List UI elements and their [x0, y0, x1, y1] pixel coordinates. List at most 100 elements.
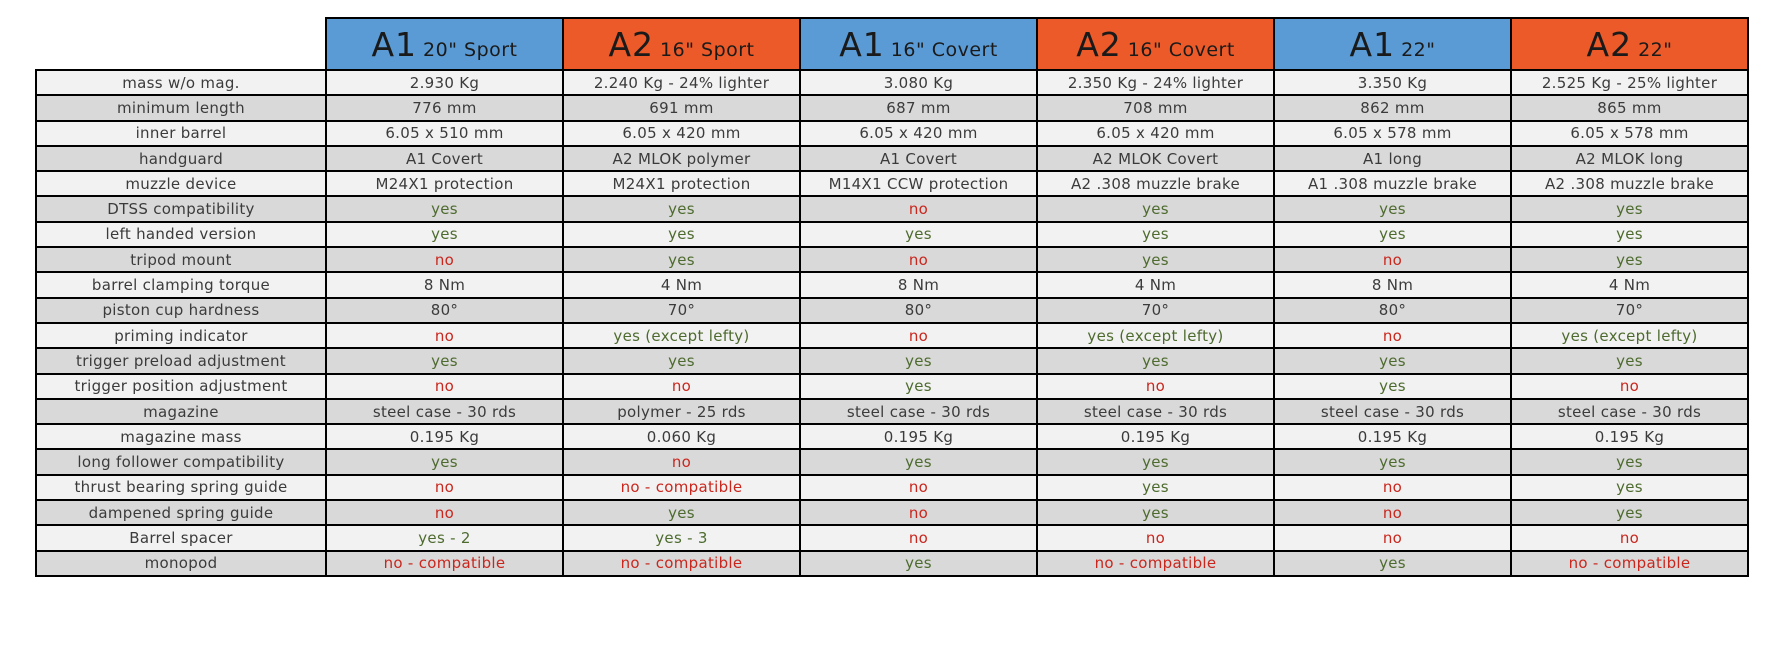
table-cell: 708 mm [1036, 94, 1275, 122]
table-row: mass w/o mag. 2.930 Kg 2.240 Kg - 24% ligh… [35, 68, 1749, 97]
table-cell: no [799, 195, 1038, 223]
row-label: thrust bearing spring guide [35, 473, 327, 502]
table-row: magazine mass 0.195 Kg 0.060 Kg 0.195 Kg 0.1… [35, 423, 1749, 451]
table-cell: yes (except lefty) [1510, 321, 1749, 350]
row-label: Barrel spacer [35, 524, 327, 552]
table-cell: no [799, 524, 1038, 552]
table-cell: yes [1036, 448, 1275, 476]
table-cell: no [1510, 372, 1749, 400]
table-cell: steel case - 30 rds [1036, 397, 1275, 426]
table-cell: yes [562, 220, 801, 249]
table-row: magazine steel case - 30 rds polymer - 25 … [35, 397, 1749, 426]
table-cell: no [1273, 499, 1512, 527]
table-cell: 2.350 Kg - 24% lighter [1036, 68, 1275, 97]
model-name: A1 [839, 24, 885, 64]
table-cell: yes [1510, 195, 1749, 223]
row-label: inner barrel [35, 119, 327, 147]
column-header-a1-0: A1 20" Sport [325, 17, 564, 71]
table-cell: yes [1273, 549, 1512, 577]
table-row: Barrel spacer yes - 2 yes - 3 no no no no [35, 524, 1749, 552]
table-cell: no - compatible [1510, 549, 1749, 577]
table-row: muzzle device M24X1 protection M24X1 prote… [35, 170, 1749, 198]
table-cell: A1 Covert [325, 144, 564, 173]
table-cell: A2 .308 muzzle brake [1510, 170, 1749, 198]
table-cell: no [1273, 246, 1512, 274]
table-cell: yes [325, 220, 564, 249]
table-cell: no - compatible [1036, 549, 1275, 577]
table-cell: M14X1 CCW protection [799, 170, 1038, 198]
model-name: A2 [1586, 24, 1633, 64]
table-cell: yes [799, 347, 1038, 375]
spec-comparison-table: A1 20" Sport A2 16" Sport A1 16" Covert A2 16" … [35, 17, 1749, 577]
table-cell: 8 Nm [1273, 271, 1512, 299]
table-cell: yes [562, 347, 801, 375]
table-cell: yes [562, 499, 801, 527]
table-cell: 4 Nm [1510, 271, 1749, 299]
table-cell: yes [799, 448, 1038, 476]
model-name: A2 [1076, 24, 1122, 64]
corner-spacer [36, 18, 326, 70]
column-header-a2-1: A2 16" Sport [562, 17, 801, 71]
table-cell: polymer - 25 rds [562, 397, 801, 426]
table-cell: 0.195 Kg [1273, 423, 1512, 451]
table-row: thrust bearing spring guide no no - compat… [35, 473, 1749, 502]
table-cell: yes (except lefty) [562, 321, 801, 350]
variant-name: 20" Sport [423, 38, 518, 61]
table-cell: no [1036, 524, 1275, 552]
table-cell: 80° [325, 296, 564, 324]
table-cell: A2 MLOK polymer [562, 144, 801, 173]
table-cell: yes - 3 [562, 524, 801, 552]
table-cell: A2 MLOK long [1510, 144, 1749, 173]
table-cell: no [799, 246, 1038, 274]
table-cell: yes [325, 195, 564, 223]
table-cell: 70° [1510, 296, 1749, 324]
table-cell: yes [1036, 220, 1275, 249]
table-cell: yes [1510, 499, 1749, 527]
row-label: mass w/o mag. [35, 68, 327, 97]
table-cell: 0.060 Kg [562, 423, 801, 451]
table-cell: 691 mm [562, 94, 801, 122]
table-cell: no [1273, 321, 1512, 350]
table-cell: yes [1273, 448, 1512, 476]
table-cell: no [325, 321, 564, 350]
table-cell: no - compatible [325, 549, 564, 577]
variant-name: 22" [1401, 38, 1436, 61]
row-label: handguard [35, 144, 327, 173]
table-cell: 6.05 x 420 mm [1036, 119, 1275, 147]
column-header-a2-3: A2 16" Covert [1036, 17, 1275, 71]
row-label: monopod [35, 549, 327, 577]
row-label: tripod mount [35, 246, 327, 274]
table-cell: A1 Covert [799, 144, 1038, 173]
table-row: monopod no - compatible no - compatible yes… [35, 549, 1749, 577]
table-body: mass w/o mag. 2.930 Kg 2.240 Kg - 24% ligh… [35, 68, 1749, 577]
row-label: muzzle device [35, 170, 327, 198]
table-cell: 2.525 Kg - 25% lighter [1510, 68, 1749, 97]
variant-name: 16" Sport [660, 38, 755, 61]
table-cell: yes [1510, 473, 1749, 502]
table-row: trigger preload adjustment yes yes yes yes ye… [35, 347, 1749, 375]
table-cell: no - compatible [562, 473, 801, 502]
table-row: handguard A1 Covert A2 MLOK polymer A1 Cove… [35, 144, 1749, 173]
table-cell: yes [1036, 347, 1275, 375]
table-cell: no [1510, 524, 1749, 552]
table-cell: 2.930 Kg [325, 68, 564, 97]
table-cell: yes (except lefty) [1036, 321, 1275, 350]
table-row: minimum length 776 mm 691 mm 687 mm 708 mm 86… [35, 94, 1749, 122]
header-row: A1 20" Sport A2 16" Sport A1 16" Covert A2 16" … [36, 17, 1749, 71]
table-cell: 0.195 Kg [799, 423, 1038, 451]
table-cell: yes [1510, 347, 1749, 375]
table-cell: no [325, 372, 564, 400]
table-cell: 8 Nm [799, 271, 1038, 299]
row-label: trigger position adjustment [35, 372, 327, 400]
column-header-a1-2: A1 16" Covert [799, 17, 1038, 71]
variant-name: 16" Covert [890, 38, 998, 61]
table-cell: 6.05 x 420 mm [799, 119, 1038, 147]
table-cell: no [325, 499, 564, 527]
table-cell: no [562, 372, 801, 400]
table-row: DTSS compatibility yes yes no yes yes yes [35, 195, 1749, 223]
table-row: barrel clamping torque 8 Nm 4 Nm 8 Nm 4 Nm 8 … [35, 271, 1749, 299]
row-label: magazine [35, 397, 327, 426]
table-cell: 6.05 x 420 mm [562, 119, 801, 147]
table-row: priming indicator no yes (except lefty) no y… [35, 321, 1749, 350]
table-row: tripod mount no yes no yes no yes [35, 246, 1749, 274]
